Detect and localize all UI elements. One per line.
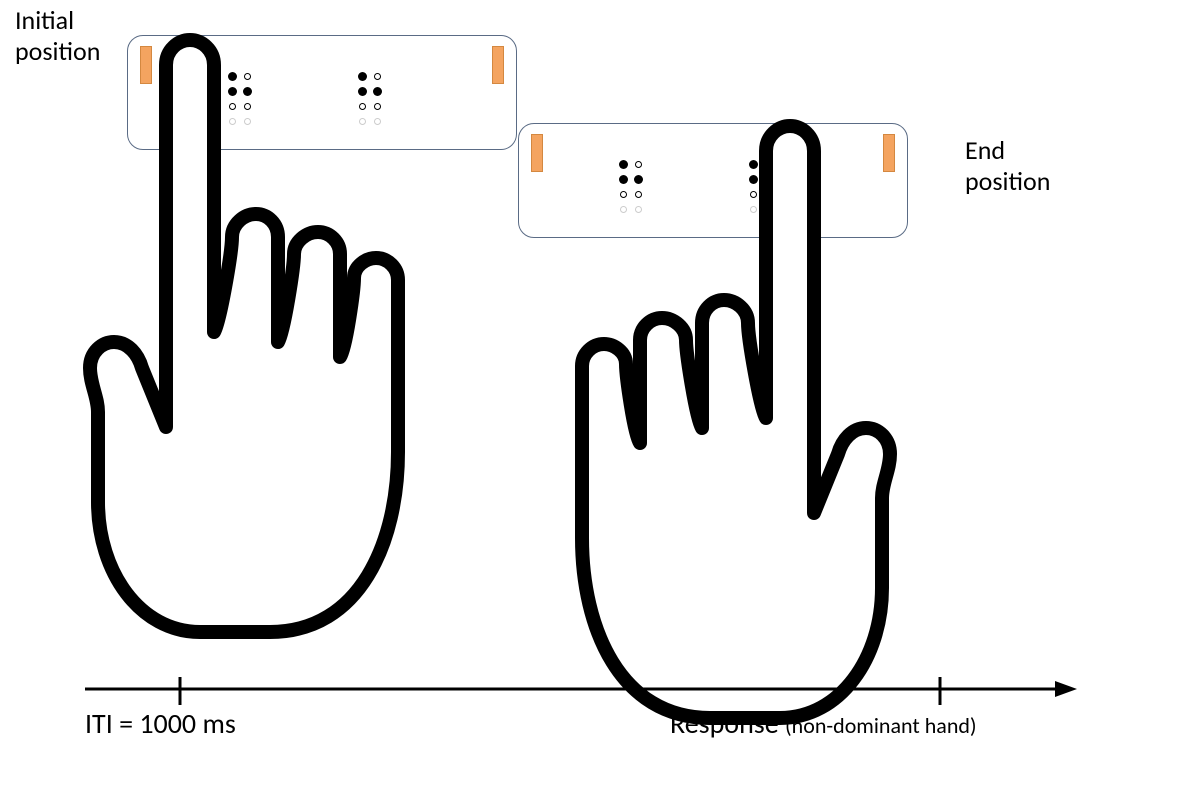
timeline: ITI = 1000 ms Response (non-dominant han… [85, 675, 1065, 715]
hand-end [570, 118, 910, 733]
response-text: Response [670, 706, 779, 741]
response-note: (non-dominant hand) [785, 712, 977, 739]
orange-tab-right [492, 46, 504, 84]
hand-initial [70, 32, 410, 647]
orange-tab-left [531, 134, 543, 172]
response-label: Response (non-dominant hand) [670, 707, 977, 741]
end-position-label: End position [965, 135, 1050, 197]
iti-label: ITI = 1000 ms [85, 707, 236, 741]
